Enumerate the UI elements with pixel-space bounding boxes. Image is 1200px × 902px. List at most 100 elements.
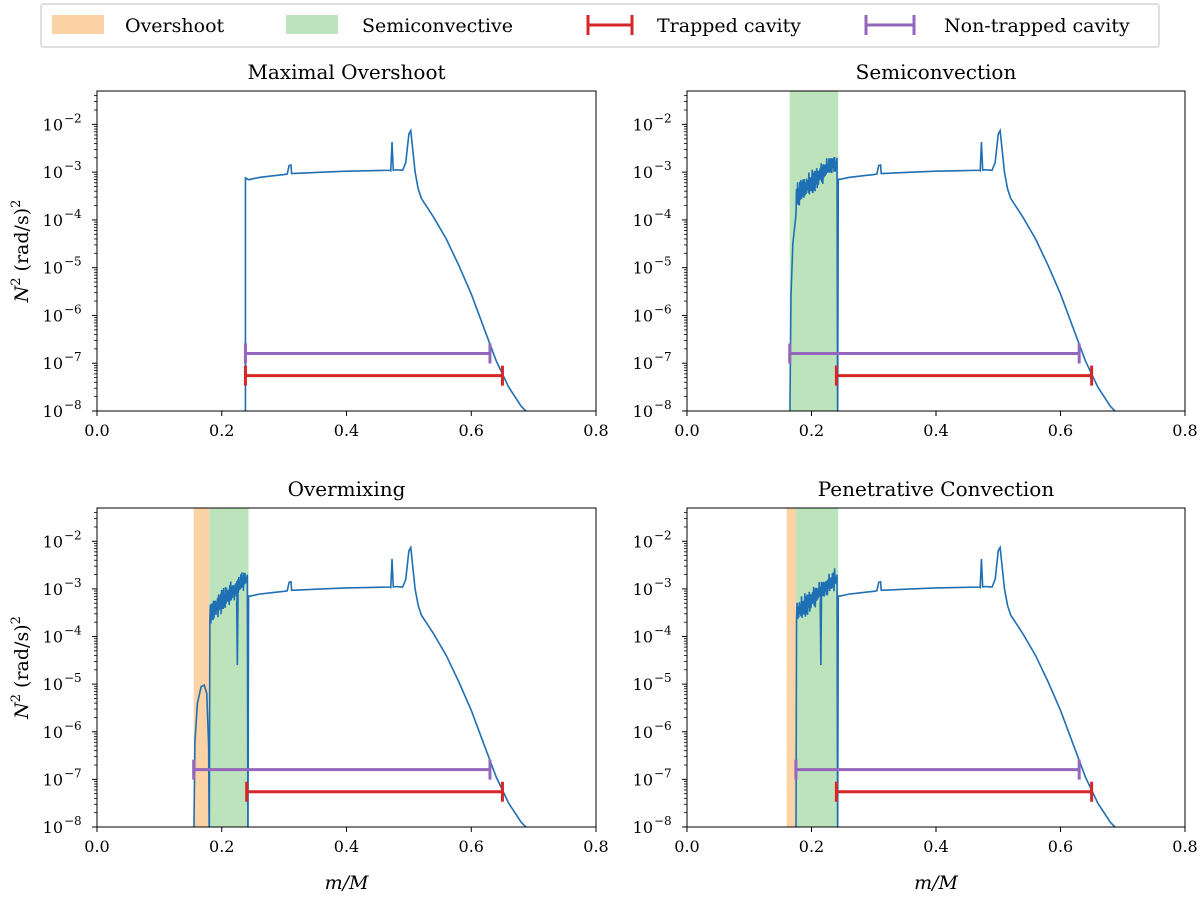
y-tick-exponent: −6 bbox=[64, 302, 82, 316]
y-tick-label: 10 bbox=[633, 163, 653, 182]
y-tick-exponent: −8 bbox=[64, 398, 82, 412]
nontrapped-cavity-bar bbox=[192, 759, 492, 780]
y-tick-label: 10 bbox=[43, 211, 63, 230]
y-tick-exponent: −5 bbox=[64, 671, 82, 685]
y-tick-label: 10 bbox=[633, 115, 653, 134]
axes-frame bbox=[96, 507, 597, 828]
y-tick-label: 10 bbox=[43, 402, 63, 421]
y-tick-label: 10 bbox=[633, 580, 653, 599]
n2-profile-line bbox=[789, 128, 1117, 411]
axes-frame bbox=[686, 90, 1186, 412]
y-tick-exponent: −7 bbox=[654, 350, 672, 364]
legend-overshoot-label: Overshoot bbox=[125, 15, 225, 37]
x-tick-label: 0.6 bbox=[459, 837, 484, 856]
y-tick-label: 10 bbox=[633, 306, 653, 325]
y-axis-label-unit: (rad/s) bbox=[11, 208, 33, 278]
semiconvective-band bbox=[209, 508, 249, 827]
y-tick-label: 10 bbox=[43, 259, 63, 278]
y-axis-label-sup: 2 bbox=[9, 277, 24, 285]
x-tick-label: 0.8 bbox=[1172, 837, 1197, 856]
y-tick-exponent: −5 bbox=[64, 255, 82, 269]
y-tick-exponent: −5 bbox=[654, 671, 672, 685]
y-tick-label: 10 bbox=[633, 402, 653, 421]
y-tick-exponent: −2 bbox=[64, 111, 82, 125]
y-tick-label: 10 bbox=[633, 354, 653, 373]
y-tick-label: 10 bbox=[633, 770, 653, 789]
x-tick-label: 0.0 bbox=[84, 837, 109, 856]
trapped-cavity-bar bbox=[245, 781, 504, 802]
y-axis-label-unit: (rad/s) bbox=[11, 624, 33, 694]
trapped-cavity-bar bbox=[243, 365, 504, 386]
y-tick-exponent: −7 bbox=[64, 766, 82, 780]
semiconvective-band bbox=[795, 508, 839, 827]
y-tick-label: 10 bbox=[633, 211, 653, 230]
x-tick-label: 0.0 bbox=[674, 837, 699, 856]
y-tick-exponent: −2 bbox=[64, 528, 82, 542]
axes-frame bbox=[686, 507, 1186, 828]
panel-title: Semiconvection bbox=[856, 60, 1017, 84]
panel-title: Maximal Overshoot bbox=[247, 60, 445, 84]
legend-semiconvective-label: Semiconvective bbox=[362, 15, 513, 37]
x-tick-label: 0.4 bbox=[334, 421, 359, 440]
panel-title: Overmixing bbox=[288, 477, 406, 501]
x-tick-label: 0.2 bbox=[209, 837, 234, 856]
y-tick-exponent: −7 bbox=[64, 350, 82, 364]
x-tick-label: 0.4 bbox=[923, 421, 948, 440]
y-tick-label: 10 bbox=[633, 628, 653, 647]
x-tick-label: 0.6 bbox=[1048, 837, 1073, 856]
x-tick-label: 0.8 bbox=[1172, 421, 1197, 440]
y-tick-label: 10 bbox=[633, 723, 653, 742]
x-axis-label: m/M bbox=[325, 872, 369, 894]
legend-nontrapped-label: Non-trapped cavity bbox=[944, 15, 1130, 37]
y-tick-label: 10 bbox=[43, 723, 63, 742]
x-tick-label: 0.0 bbox=[84, 421, 109, 440]
y-tick-exponent: −3 bbox=[64, 159, 82, 173]
panel-title: Penetrative Convection bbox=[818, 477, 1055, 501]
y-tick-label: 10 bbox=[633, 259, 653, 278]
y-axis-label-symbol: N bbox=[11, 701, 33, 720]
legend: Overshoot Semiconvective Trapped cavity … bbox=[40, 3, 1160, 48]
y-tick-label: 10 bbox=[43, 306, 63, 325]
y-tick-label: 10 bbox=[43, 532, 63, 551]
y-axis-label-sup: 2 bbox=[9, 694, 24, 702]
x-tick-label: 0.6 bbox=[1048, 421, 1073, 440]
legend-nontrapped-marker bbox=[864, 15, 916, 35]
x-tick-label: 0.0 bbox=[674, 421, 699, 440]
y-tick-exponent: −7 bbox=[654, 766, 672, 780]
y-tick-label: 10 bbox=[43, 818, 63, 837]
overshoot-band bbox=[786, 508, 796, 827]
x-tick-label: 0.4 bbox=[923, 837, 948, 856]
y-tick-exponent: −8 bbox=[654, 814, 672, 828]
x-tick-label: 0.6 bbox=[459, 421, 484, 440]
y-tick-exponent: −6 bbox=[64, 719, 82, 733]
y-tick-label: 10 bbox=[633, 675, 653, 694]
y-tick-label: 10 bbox=[43, 354, 63, 373]
y-tick-label: 10 bbox=[43, 115, 63, 134]
n2-profile-line bbox=[244, 128, 527, 411]
y-tick-label: 10 bbox=[43, 770, 63, 789]
overshoot-band bbox=[193, 508, 210, 827]
x-tick-label: 0.8 bbox=[583, 837, 608, 856]
y-axis-label-unit-sup: 2 bbox=[9, 616, 24, 624]
y-axis-label: N2 (rad/s)2 bbox=[9, 616, 33, 720]
nontrapped-cavity-bar bbox=[794, 759, 1081, 780]
legend-overshoot-swatch bbox=[52, 15, 104, 34]
y-tick-exponent: −4 bbox=[64, 207, 82, 221]
y-tick-exponent: −3 bbox=[64, 576, 82, 590]
y-tick-exponent: −4 bbox=[654, 624, 672, 638]
y-tick-label: 10 bbox=[633, 532, 653, 551]
n2-profile-line bbox=[795, 544, 1117, 827]
semiconvective-band bbox=[789, 91, 839, 411]
nontrapped-cavity-bar bbox=[788, 343, 1081, 364]
x-tick-label: 0.2 bbox=[799, 421, 824, 440]
y-tick-exponent: −2 bbox=[654, 111, 672, 125]
legend-trapped-label: Trapped cavity bbox=[657, 15, 801, 37]
y-tick-exponent: −5 bbox=[654, 255, 672, 269]
nontrapped-cavity-bar bbox=[243, 343, 492, 364]
